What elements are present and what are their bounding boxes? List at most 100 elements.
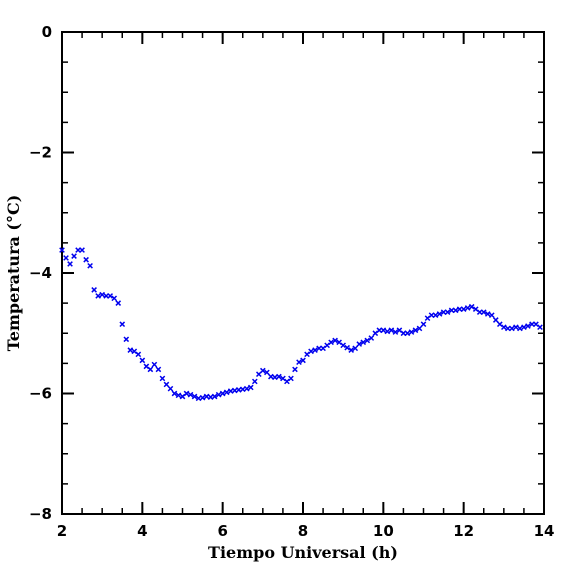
data-point [119, 321, 126, 328]
data-point [235, 387, 242, 393]
data-point [63, 255, 69, 261]
data-point [352, 345, 359, 352]
x-tick-label: 6 [217, 522, 227, 540]
y-axis-title: Temperatura (°C) [4, 195, 23, 352]
data-point [127, 347, 134, 353]
x-tick-label: 8 [298, 522, 308, 540]
data-point [452, 307, 459, 314]
y-tick-label: −4 [29, 264, 52, 282]
data-point [268, 373, 274, 380]
data-point [199, 394, 206, 401]
data-point [308, 348, 314, 355]
data-point [243, 385, 250, 392]
data-point [416, 325, 423, 332]
data-point [135, 351, 142, 358]
data-point [167, 385, 174, 392]
data-point [380, 327, 387, 334]
data-point [537, 324, 543, 331]
data-point [464, 305, 471, 311]
data-point [525, 323, 531, 329]
data-point [436, 311, 443, 317]
data-point [219, 390, 226, 397]
x-tick-label: 14 [534, 522, 555, 540]
data-point [91, 287, 97, 293]
data-point [432, 312, 439, 319]
data-point [260, 367, 266, 374]
data-point [59, 247, 65, 253]
data-point [171, 390, 178, 397]
data-point [227, 388, 234, 394]
data-point [187, 391, 194, 398]
y-tick-label: −2 [29, 144, 52, 162]
data-point [340, 342, 346, 349]
data-points [59, 247, 543, 402]
data-point [247, 384, 254, 391]
data-point [272, 374, 278, 381]
data-point [123, 336, 130, 343]
y-tick-label: 0 [42, 23, 52, 41]
data-point [488, 312, 495, 319]
data-point [521, 324, 527, 331]
data-point [388, 327, 395, 334]
data-point [207, 394, 214, 400]
data-point [328, 339, 334, 346]
data-point [360, 339, 367, 346]
data-point [392, 329, 399, 335]
data-point [292, 366, 298, 373]
data-point [151, 361, 158, 368]
data-point [195, 395, 202, 402]
x-tick-label: 2 [57, 522, 67, 540]
y-tick-label: −8 [29, 505, 52, 523]
data-point [83, 256, 89, 263]
data-point [468, 303, 475, 310]
data-point [420, 321, 427, 328]
data-point [159, 375, 166, 382]
data-point [264, 369, 270, 376]
data-point [203, 393, 210, 400]
data-point [191, 393, 198, 400]
data-point [251, 378, 258, 385]
data-point [111, 295, 118, 302]
data-point [155, 366, 162, 373]
data-point [412, 327, 419, 334]
x-axis-title: Tiempo Universal (h) [208, 543, 398, 562]
data-point [480, 309, 487, 315]
data-point [79, 247, 85, 253]
x-tick-labels: 2 4 6 8 10 12 14 [57, 522, 555, 540]
data-point [517, 325, 523, 332]
data-point [444, 309, 451, 315]
data-point [107, 293, 114, 299]
data-point [183, 390, 190, 397]
data-point [67, 261, 73, 267]
data-point [175, 392, 182, 399]
data-point [460, 306, 467, 312]
data-point [115, 300, 122, 306]
data-point [368, 335, 375, 341]
data-point [513, 324, 519, 331]
data-point [344, 344, 351, 351]
data-point [99, 291, 105, 298]
data-point [215, 391, 222, 398]
data-point [163, 381, 170, 388]
data-point [300, 357, 306, 364]
x-tick-label: 12 [453, 522, 474, 540]
x-tick-label: 4 [137, 522, 147, 540]
data-point [223, 389, 230, 396]
x-tick-label: 10 [373, 522, 394, 540]
major-ticks [61, 31, 545, 515]
data-point [87, 262, 93, 269]
y-tick-labels: 0 −2 −4 −6 −8 [29, 23, 52, 523]
data-point [384, 328, 391, 335]
data-point [211, 393, 218, 400]
y-tick-label: −6 [29, 385, 52, 403]
minor-ticks [61, 31, 545, 515]
data-point [312, 347, 318, 353]
data-point [404, 330, 411, 337]
data-point [484, 311, 491, 317]
data-point [348, 347, 355, 353]
data-point [95, 293, 101, 299]
data-point [332, 337, 338, 344]
data-point [231, 387, 238, 394]
data-point [276, 373, 282, 380]
